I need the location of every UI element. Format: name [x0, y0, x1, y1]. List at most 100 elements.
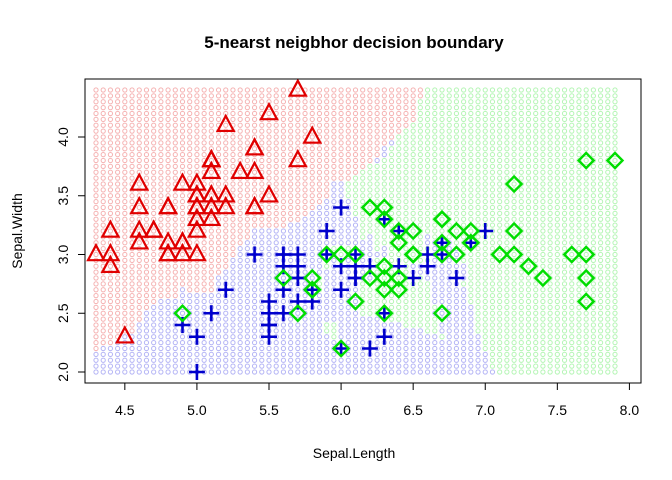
region-grid-point [230, 293, 236, 299]
region-grid-point [136, 351, 142, 357]
diamond-point [360, 198, 380, 217]
region-grid-point [410, 304, 416, 310]
region-grid-point [605, 152, 611, 158]
region-grid-point [511, 181, 517, 187]
region-grid-point [107, 228, 114, 234]
region-grid-point [129, 257, 135, 263]
region-grid-point [547, 110, 553, 117]
region-grid-point [540, 222, 546, 228]
region-grid-point [597, 351, 604, 357]
region-grid-point [360, 105, 366, 111]
region-grid-point [331, 369, 337, 375]
region-grid-point [244, 263, 250, 269]
region-grid-point [201, 134, 207, 140]
region-grid-point [525, 175, 532, 181]
region-grid-point [251, 105, 258, 111]
region-grid-point [497, 93, 503, 99]
region-grid-point [605, 234, 611, 240]
region-grid-point [115, 163, 121, 169]
region-grid-point [122, 116, 128, 122]
region-grid-point [230, 222, 236, 228]
region-grid-point [100, 240, 106, 246]
region-grid-point [223, 363, 229, 369]
region-grid-point [280, 169, 287, 175]
region-grid-point [590, 169, 596, 175]
region-grid-point [518, 99, 524, 105]
region-grid-point [410, 263, 416, 269]
region-grid-point [410, 128, 416, 134]
diamond-point [389, 221, 408, 241]
region-grid-point [143, 110, 150, 117]
region-grid-point [237, 128, 243, 134]
region-grid-point [100, 310, 106, 316]
region-grid-point [158, 222, 164, 228]
region-grid-point [259, 275, 265, 281]
region-grid-point [497, 216, 503, 222]
region-grid-point [352, 163, 359, 169]
region-grid-point [417, 340, 423, 346]
region-grid-point [410, 110, 416, 117]
region-grid-point [554, 298, 560, 305]
region-grid-point [468, 263, 474, 269]
region-grid-point [612, 122, 618, 128]
region-grid-point [244, 298, 250, 305]
region-grid-point [273, 246, 279, 252]
region-grid-point [230, 246, 236, 252]
region-grid-point [489, 169, 496, 175]
region-grid-point [410, 181, 416, 187]
region-grid-point [403, 222, 409, 228]
region-grid-point [475, 116, 481, 122]
region-grid-point [223, 351, 229, 357]
region-grid-point [295, 240, 301, 246]
region-grid-point [237, 340, 243, 346]
region-grid-point [295, 193, 301, 199]
region-grid-point [504, 87, 510, 93]
region-grid-point [324, 193, 330, 199]
region-grid-point [518, 116, 524, 122]
region-grid-point [388, 328, 395, 334]
region-grid-point [605, 340, 611, 346]
region-grid-point [388, 293, 395, 299]
region-grid-point [533, 269, 539, 275]
region-grid-point [237, 275, 243, 281]
triangle-point [244, 160, 265, 180]
region-grid-point [583, 287, 589, 293]
region-grid-point [396, 351, 402, 357]
region-grid-point [374, 357, 380, 363]
region-grid-point [165, 222, 171, 228]
region-grid-point [569, 169, 575, 175]
x-tick-label: 8.0 [620, 402, 640, 418]
region-grid-point [612, 99, 618, 105]
region-grid-point [489, 310, 496, 316]
triangle-point [100, 254, 121, 274]
diamond-point [432, 304, 452, 323]
region-grid-point [201, 322, 207, 328]
region-grid-point [143, 99, 150, 105]
region-grid-point [540, 93, 546, 99]
region-grid-point [251, 87, 258, 93]
region-grid-point [187, 105, 193, 111]
region-grid-point [352, 328, 359, 334]
region-grid-point [302, 234, 308, 240]
region-grid-point [295, 322, 301, 328]
region-grid-point [597, 210, 604, 216]
region-grid-point [172, 293, 178, 299]
region-grid-point [244, 257, 250, 263]
region-grid-point [331, 116, 337, 122]
region-grid-point [547, 357, 553, 363]
region-grid-point [115, 122, 121, 128]
region-grid-point [388, 316, 395, 322]
region-grid-point [374, 105, 380, 111]
region-grid-point [439, 228, 445, 234]
region-grid-point [525, 105, 532, 111]
region-grid-point [151, 269, 157, 275]
region-grid-point [251, 304, 258, 310]
region-grid-point [215, 181, 222, 187]
region-grid-point [129, 140, 135, 146]
region-grid-point [360, 140, 366, 146]
region-grid-point [143, 310, 150, 316]
region-grid-point [324, 146, 330, 152]
region-grid-point [251, 187, 258, 193]
region-grid-point [324, 199, 330, 205]
region-grid-point [107, 281, 114, 287]
